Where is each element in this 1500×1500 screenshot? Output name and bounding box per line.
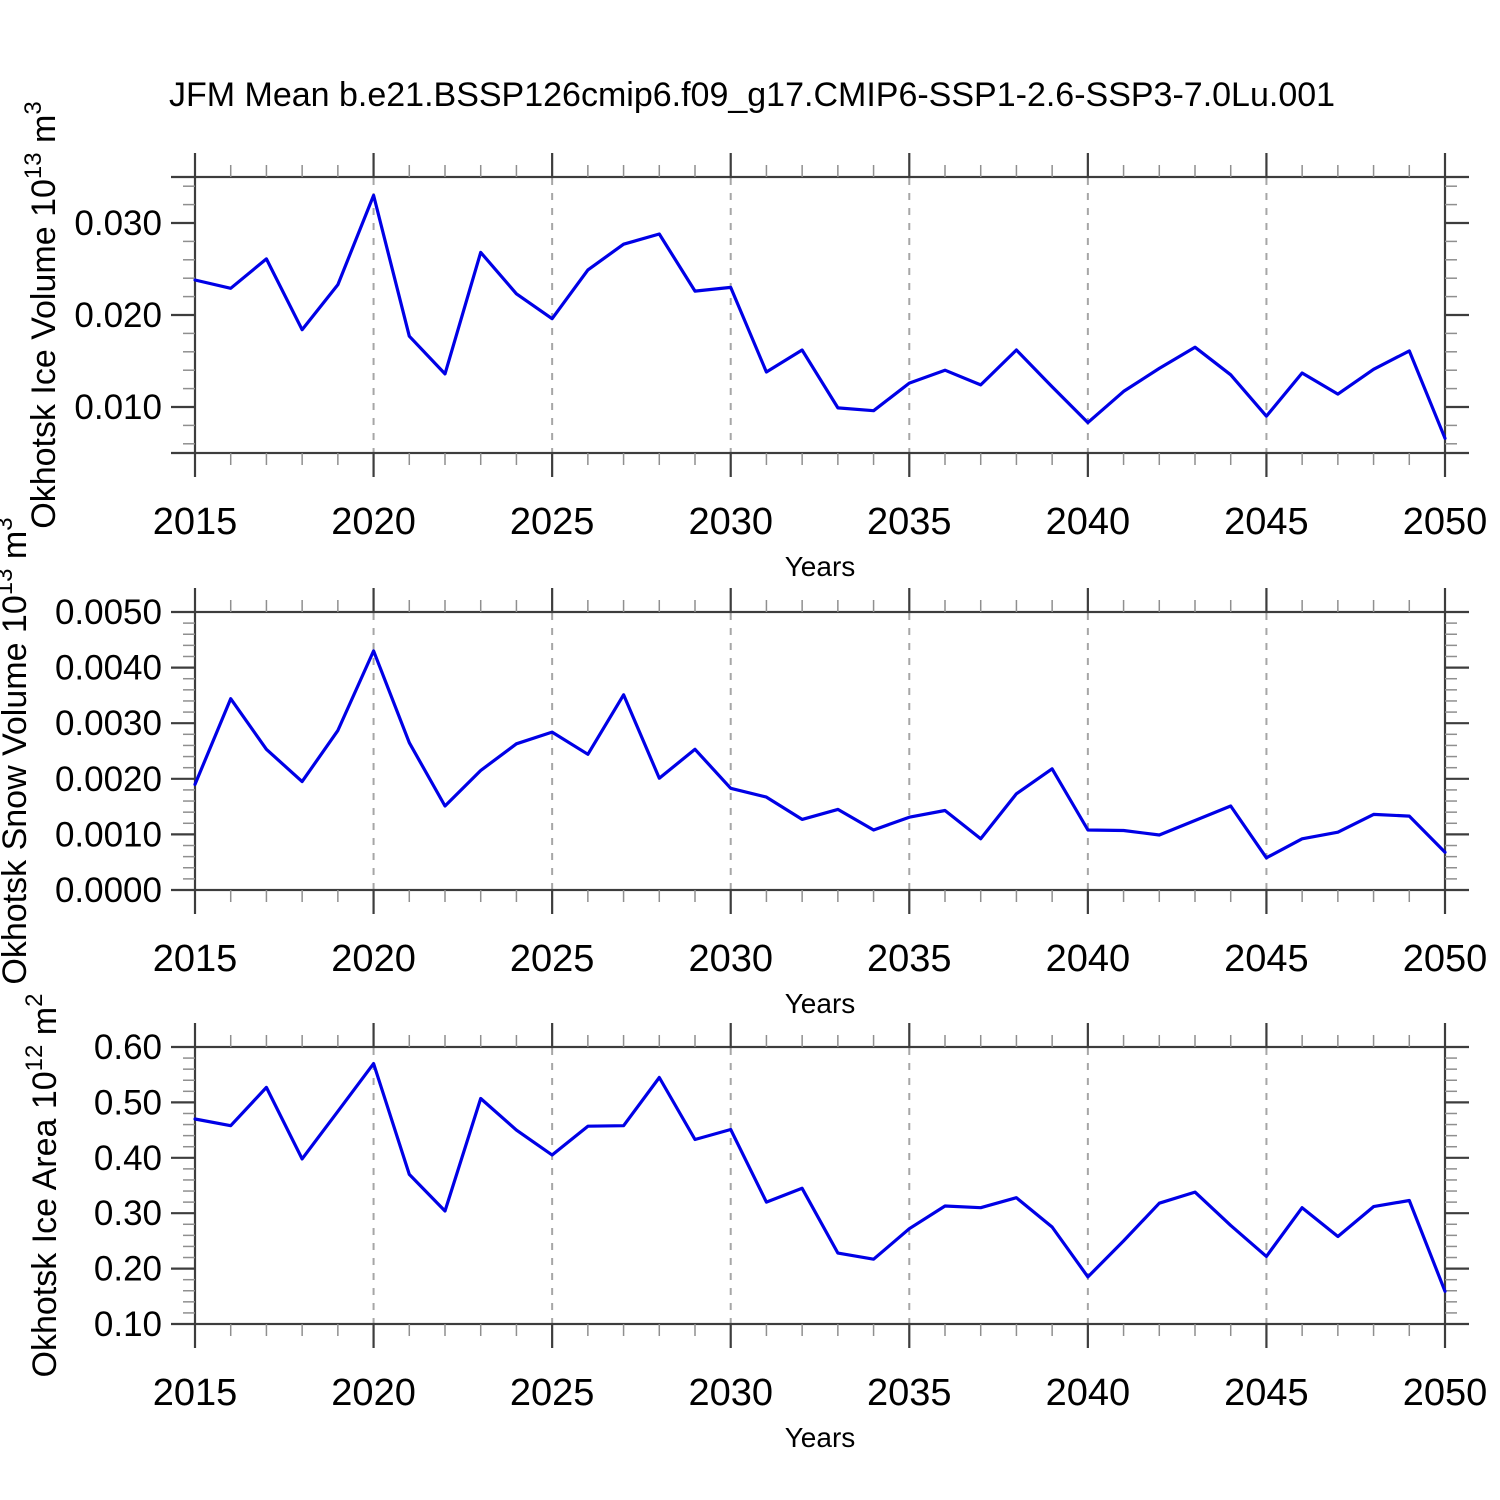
- x-tick-label: 2035: [867, 501, 952, 543]
- x-tick-labels: 2015 2020 2025 2030 2035 2040 2045 2050: [153, 1372, 1488, 1414]
- y-ticks: [171, 1045, 1469, 1326]
- y-axis-title: Okhotsk Ice Volume 1013 m3: [20, 101, 63, 528]
- x-tick-label: 2045: [1224, 938, 1309, 980]
- x-tick-label: 2025: [510, 501, 595, 543]
- x-axis-title: Years: [785, 988, 856, 1019]
- x-tick-label: 2015: [153, 938, 238, 980]
- gridlines: [372, 1048, 1268, 1323]
- x-ticks: [193, 588, 1447, 914]
- y-tick-label: 0.0010: [55, 815, 162, 854]
- y-tick-label: 0.10: [94, 1305, 162, 1344]
- x-tick-label: 2045: [1224, 1372, 1309, 1414]
- x-tick-label: 2040: [1046, 501, 1131, 543]
- x-tick-label: 2050: [1403, 501, 1488, 543]
- y-tick-label: 0.40: [94, 1139, 162, 1178]
- y-tick-label: 0.0020: [55, 760, 162, 799]
- x-axis-title: Years: [785, 1422, 856, 1453]
- y-tick-label: 0.020: [74, 296, 162, 335]
- series-line-okhotsk-ice-volume: [193, 193, 1447, 440]
- x-tick-label: 2020: [331, 938, 416, 980]
- y-tick-label: 0.0000: [55, 871, 162, 910]
- x-tick-label: 2045: [1224, 501, 1309, 543]
- plot-frame: [193, 610, 1447, 892]
- panel-okhotsk-snow-volume: 0.0000 0.0010 0.0020 0.0030 0.0040 0.0050 2015…: [0, 517, 1487, 1019]
- y-tick-label: 0.0030: [55, 704, 162, 743]
- plot-frame: [193, 175, 1447, 455]
- y-ticks: [171, 610, 1469, 892]
- y-axis-title: Okhotsk Snow Volume 1013 m3: [0, 517, 34, 984]
- y-tick-label: 0.50: [94, 1083, 162, 1122]
- chart-title: JFM Mean b.e21.BSSP126cmip6.f09_g17.CMIP…: [169, 76, 1335, 114]
- y-tick-labels: 0.010 0.020 0.030: [74, 204, 162, 427]
- x-tick-labels: 2015 2020 2025 2030 2035 2040 2045 2050: [153, 501, 1488, 543]
- y-ticks: [171, 175, 1469, 455]
- x-tick-label: 2015: [153, 501, 238, 543]
- y-tick-labels: 0.0000 0.0010 0.0020 0.0030 0.0040 0.0050: [55, 593, 162, 910]
- series-line-okhotsk-snow-volume: [193, 649, 1447, 860]
- gridlines: [372, 613, 1268, 889]
- x-tick-label: 2030: [688, 938, 773, 980]
- x-axis-title: Years: [785, 551, 856, 582]
- x-tick-label: 2025: [510, 1372, 595, 1414]
- y-tick-label: 0.60: [94, 1028, 162, 1067]
- x-tick-label: 2020: [331, 1372, 416, 1414]
- plot-frame: [193, 1045, 1447, 1326]
- x-ticks: [193, 1023, 1447, 1348]
- x-tick-label: 2040: [1046, 938, 1131, 980]
- x-tick-label: 2025: [510, 938, 595, 980]
- panel-okhotsk-ice-area: 0.10 0.20 0.30 0.40 0.50 0.60 2015 2020 2025 2030…: [21, 993, 1487, 1453]
- x-ticks: [193, 153, 1447, 477]
- y-axis-title: Okhotsk Ice Area 1012 m2: [21, 993, 64, 1377]
- x-tick-label: 2020: [331, 501, 416, 543]
- x-tick-label: 2015: [153, 1372, 238, 1414]
- x-tick-label: 2050: [1403, 938, 1488, 980]
- gridlines: [372, 178, 1268, 452]
- y-tick-label: 0.30: [94, 1194, 162, 1233]
- y-tick-label: 0.010: [74, 388, 162, 427]
- x-tick-label: 2030: [688, 501, 773, 543]
- y-tick-label: 0.0050: [55, 593, 162, 632]
- y-tick-label: 0.030: [74, 204, 162, 243]
- x-tick-label: 2050: [1403, 1372, 1488, 1414]
- y-tick-label: 0.20: [94, 1250, 162, 1289]
- x-tick-label: 2040: [1046, 1372, 1131, 1414]
- series-line-okhotsk-ice-area: [193, 1061, 1447, 1293]
- x-tick-label: 2035: [867, 1372, 952, 1414]
- x-tick-label: 2035: [867, 938, 952, 980]
- y-tick-labels: 0.10 0.20 0.30 0.40 0.50 0.60: [94, 1028, 162, 1344]
- x-tick-label: 2030: [688, 1372, 773, 1414]
- x-tick-labels: 2015 2020 2025 2030 2035 2040 2045 2050: [153, 938, 1488, 980]
- y-tick-label: 0.0040: [55, 649, 162, 688]
